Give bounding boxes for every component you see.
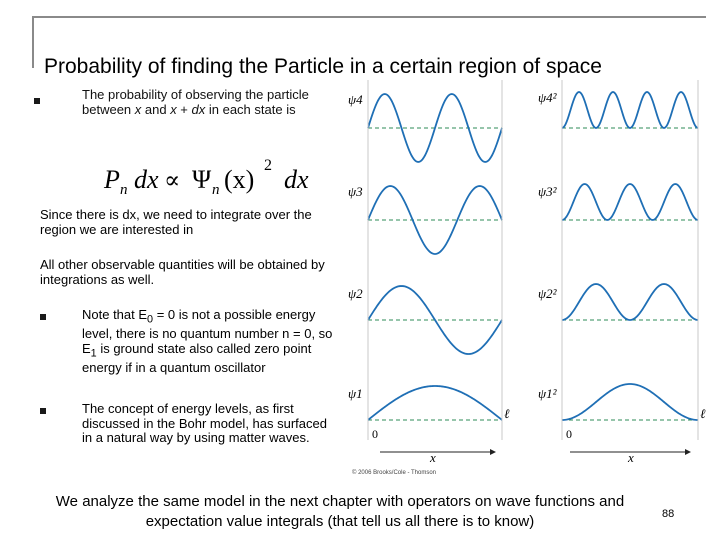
label-ell-left: ℓ bbox=[504, 406, 510, 421]
psi3-curve bbox=[367, 185, 503, 255]
note-bohr-model: The concept of energy levels, as first d… bbox=[82, 401, 327, 445]
wavefunction-figure: ψ4 ψ3 ψ2 ψ1 ψ4² ψ3² ψ2² ψ1² 0 ℓ 0 ℓ x x … bbox=[348, 80, 706, 476]
bullet-note bbox=[40, 314, 46, 320]
formula-P: P bbox=[103, 165, 120, 194]
x-axis-arrowhead-right bbox=[685, 449, 691, 455]
note-zero-point: Note that E0 = 0 is not a possible energ… bbox=[82, 307, 333, 375]
bullet-bohr bbox=[40, 408, 46, 414]
label-psi3-squared: ψ3² bbox=[538, 184, 558, 199]
bullet-intro bbox=[34, 98, 40, 104]
psi1-squared-curve bbox=[561, 383, 699, 421]
psi3-squared-curve bbox=[561, 183, 699, 221]
psi2-curve bbox=[367, 285, 503, 355]
psi1-curve bbox=[367, 385, 503, 421]
footer-note: We analyze the same model in the next ch… bbox=[55, 493, 625, 530]
frame-left-line bbox=[32, 16, 34, 68]
formula-arg: (x) bbox=[224, 165, 254, 194]
para-observables: All other observable quantities will be … bbox=[40, 257, 325, 287]
formula-exponent: 2 bbox=[264, 157, 272, 174]
x-axis-arrowhead-left bbox=[490, 449, 496, 455]
label-psi2: ψ2 bbox=[348, 286, 363, 301]
label-psi1-squared: ψ1² bbox=[538, 386, 558, 401]
label-psi4: ψ4 bbox=[348, 92, 363, 107]
formula-n: n bbox=[120, 182, 128, 198]
label-psi4-squared: ψ4² bbox=[538, 90, 558, 105]
wavefunction-panel bbox=[367, 93, 503, 421]
label-psi2-squared: ψ2² bbox=[538, 286, 558, 301]
formula-proportional: ∝ bbox=[164, 166, 180, 194]
label-x-right: x bbox=[627, 450, 634, 465]
para-integrate: Since there is dx, we need to integrate … bbox=[40, 207, 312, 237]
frame-top-line bbox=[32, 16, 706, 18]
psi4-squared-curve bbox=[561, 91, 699, 129]
psi2-squared-curve bbox=[561, 283, 699, 321]
intro-text: The probability of observing the particl… bbox=[82, 87, 309, 117]
label-psi1: ψ1 bbox=[348, 386, 363, 401]
psi4-curve bbox=[367, 93, 503, 163]
label-psi3: ψ3 bbox=[348, 184, 363, 199]
formula-psi: Ψ bbox=[192, 165, 212, 194]
probability-density-panel bbox=[561, 91, 699, 421]
label-zero-left: 0 bbox=[372, 427, 378, 441]
figure-credit: © 2006 Brooks/Cole - Thomson bbox=[352, 469, 436, 476]
formula-dx-2: dx bbox=[284, 165, 309, 194]
label-zero-right: 0 bbox=[566, 427, 572, 441]
label-x-left: x bbox=[429, 450, 436, 465]
formula-psi-n: n bbox=[212, 182, 220, 198]
probability-formula: P n dx ∝ Ψ n (x) 2 dx bbox=[103, 157, 309, 198]
formula-dx: dx bbox=[134, 165, 159, 194]
slide-title: Probability of finding the Particle in a… bbox=[44, 55, 602, 78]
label-ell-right: ℓ bbox=[700, 406, 706, 421]
page-number: 88 bbox=[662, 508, 675, 520]
